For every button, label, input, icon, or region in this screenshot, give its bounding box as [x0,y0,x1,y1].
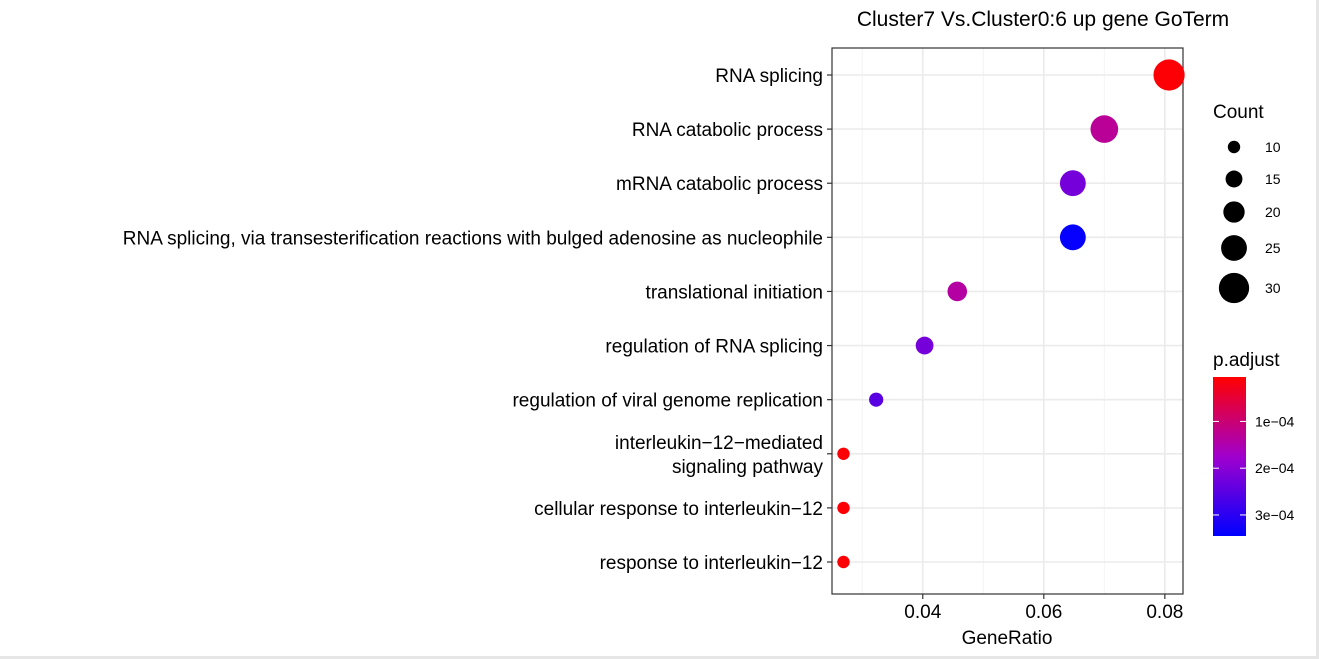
data-point [837,555,850,569]
count-legend-key [1227,140,1241,154]
x-tick-label: 0.04 [904,602,941,623]
y-tick-label: cellular response to interleukin−12 [534,499,823,520]
data-point [1059,170,1086,197]
count-legend-label: 15 [1265,171,1281,187]
data-point [837,501,850,515]
y-tick-label: signaling pathway [672,457,824,478]
colorbar-tick-label: 1e−04 [1255,413,1295,429]
y-tick-label: regulation of viral genome replication [512,391,823,412]
data-point [869,392,884,407]
count-legend-key [1225,170,1243,188]
p-adjust-legend-title: p.adjust [1213,350,1280,371]
colorbar-tick-label: 2e−04 [1255,460,1295,476]
y-tick-label: response to interleukin−12 [600,553,823,574]
y-tick-label: interleukin−12−mediated [615,433,823,454]
count-legend-label: 30 [1265,280,1281,296]
x-tick-label: 0.08 [1146,602,1183,623]
y-tick-label: translational initiation [646,282,823,303]
term-labels: RNA splicing RNA catabolic process mRNA ca… [123,66,832,574]
colorbar-tick-label: 3e−04 [1255,507,1295,523]
count-legend-title: Count [1213,102,1264,123]
y-tick-label: RNA catabolic process [632,120,823,141]
count-legend-key [1221,235,1247,261]
y-tick-label: RNA splicing [715,66,823,87]
data-point [1059,224,1086,251]
data-point [915,336,934,355]
data-point [1090,115,1119,143]
x-axis-title: GeneRatio [962,628,1053,649]
y-tick-label: regulation of RNA splicing [605,337,823,358]
data-point [947,281,968,302]
p-adjust-legend: p.adjust 1e−04 2e−04 3e−04 [1213,350,1295,536]
grid-lines [832,48,1183,594]
count-legend-key [1223,201,1245,223]
x-axis: 0.04 0.06 0.08 [904,594,1183,623]
y-tick-label: RNA splicing, via transesterification re… [123,228,823,249]
count-legend-label: 20 [1265,204,1281,220]
count-legend-label: 10 [1265,139,1281,155]
chart-title: Cluster7 Vs.Cluster0:6 up gene GoTerm [857,8,1229,31]
y-tick-label: mRNA catabolic process [616,174,823,195]
plot-panel [831,47,1184,595]
data-point [837,447,850,460]
count-legend-label: 25 [1265,240,1281,256]
data-points [837,59,1185,569]
p-adjust-colorbar [1213,377,1246,536]
count-legend-key [1218,272,1250,304]
x-tick-label: 0.06 [1025,602,1062,623]
data-point [1153,59,1185,91]
